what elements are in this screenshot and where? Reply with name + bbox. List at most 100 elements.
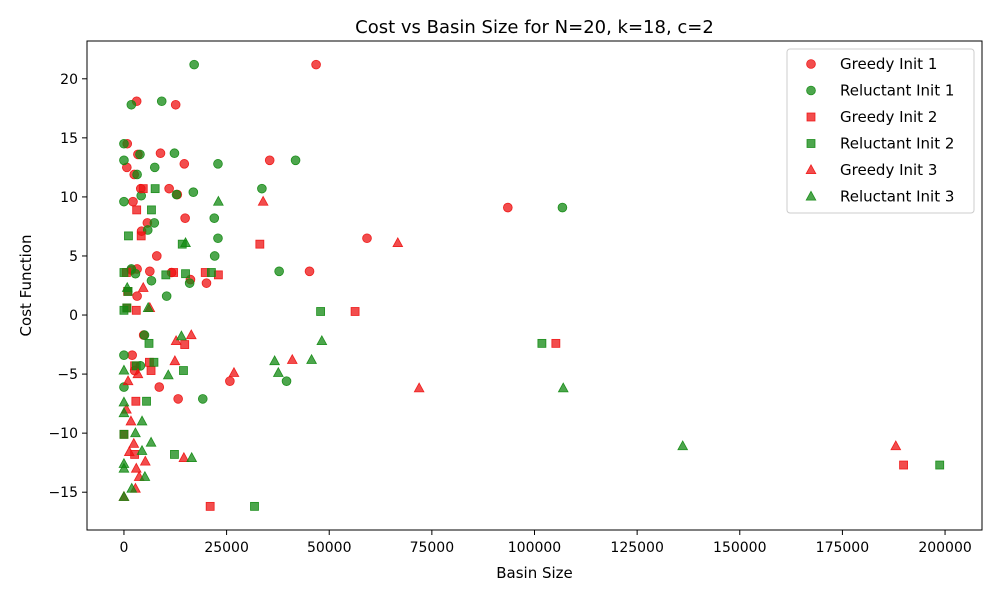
series-reluctant-init-3 bbox=[118, 195, 689, 501]
data-point bbox=[122, 375, 134, 386]
data-point bbox=[170, 450, 179, 459]
data-point bbox=[162, 369, 174, 380]
data-point bbox=[197, 394, 208, 404]
series-greedy-init-1 bbox=[122, 59, 513, 404]
data-point bbox=[274, 266, 284, 277]
data-point bbox=[132, 205, 142, 215]
data-point bbox=[201, 278, 212, 288]
data-point bbox=[121, 281, 133, 292]
data-point bbox=[119, 268, 129, 277]
legend-marker bbox=[805, 190, 817, 201]
data-point bbox=[161, 291, 172, 301]
x-tick-label: 200000 bbox=[918, 540, 971, 556]
data-point bbox=[269, 355, 281, 366]
data-point bbox=[169, 355, 181, 366]
legend-entry-label: Greedy Init 2 bbox=[840, 108, 937, 126]
data-point bbox=[169, 268, 179, 277]
data-point bbox=[213, 159, 223, 169]
data-point bbox=[156, 96, 167, 107]
data-point bbox=[180, 340, 190, 349]
series-reluctant-init-2 bbox=[119, 184, 945, 511]
y-tick-label: −15 bbox=[48, 485, 78, 501]
data-point bbox=[213, 233, 223, 244]
data-point bbox=[139, 470, 151, 481]
data-point bbox=[149, 162, 160, 173]
legend: Greedy Init 1 Reluctant Init 1 Greedy Init… bbox=[786, 48, 975, 214]
data-point bbox=[130, 462, 142, 473]
data-point bbox=[189, 59, 199, 70]
data-point bbox=[136, 415, 148, 426]
data-point bbox=[136, 444, 148, 455]
data-point bbox=[132, 291, 142, 301]
data-point bbox=[257, 183, 267, 194]
data-point bbox=[119, 429, 129, 439]
data-point bbox=[128, 196, 138, 207]
data-point bbox=[180, 236, 192, 247]
legend-marker bbox=[806, 112, 816, 122]
data-point bbox=[138, 184, 148, 194]
data-point bbox=[119, 305, 129, 315]
data-point bbox=[178, 451, 190, 462]
data-point bbox=[311, 59, 321, 70]
data-point bbox=[304, 266, 315, 277]
x-tick-label: 150000 bbox=[713, 540, 766, 556]
x-tick-label: 175000 bbox=[816, 540, 869, 556]
data-point bbox=[206, 268, 216, 277]
data-point bbox=[186, 451, 198, 462]
legend-marker bbox=[806, 59, 816, 69]
data-point bbox=[557, 382, 569, 393]
data-point bbox=[557, 202, 568, 213]
data-point bbox=[131, 361, 141, 371]
data-point bbox=[179, 366, 188, 375]
data-point bbox=[899, 460, 908, 470]
data-point bbox=[188, 187, 199, 197]
data-point bbox=[169, 148, 180, 159]
data-point bbox=[119, 138, 129, 149]
data-point bbox=[184, 278, 195, 288]
data-point bbox=[119, 350, 129, 360]
data-point bbox=[119, 196, 129, 207]
y-tick-label: −10 bbox=[48, 426, 78, 442]
data-point bbox=[144, 338, 154, 348]
legend-entry-label: Reluctant Init 1 bbox=[840, 82, 954, 100]
data-point bbox=[175, 330, 187, 341]
legend-marker bbox=[806, 139, 816, 148]
y-axis: −15 −10 −5 0 5 10 15 20 bbox=[48, 72, 87, 501]
data-point bbox=[145, 266, 155, 277]
data-point bbox=[118, 407, 130, 418]
data-point bbox=[130, 268, 141, 279]
data-point bbox=[537, 338, 547, 348]
data-point bbox=[155, 148, 166, 159]
data-markers bbox=[118, 59, 945, 511]
y-tick-label: 5 bbox=[69, 249, 78, 265]
data-point bbox=[118, 462, 130, 473]
data-point bbox=[228, 366, 240, 377]
data-point bbox=[209, 213, 220, 223]
data-point bbox=[170, 99, 181, 110]
data-point bbox=[150, 184, 160, 194]
legend-marker bbox=[806, 85, 816, 96]
x-axis-label: Basin Size bbox=[496, 564, 573, 582]
data-point bbox=[935, 460, 945, 470]
x-tick-label: 100000 bbox=[508, 540, 561, 556]
legend-entry-label: Greedy Init 1 bbox=[840, 55, 937, 73]
data-point bbox=[136, 231, 146, 241]
data-point bbox=[118, 490, 130, 501]
data-point bbox=[316, 334, 328, 346]
data-point bbox=[124, 231, 133, 241]
data-point bbox=[131, 305, 141, 315]
x-tick-label: 0 bbox=[119, 540, 128, 556]
chart-title: Cost vs Basin Size for N=20, k=18, c=2 bbox=[355, 17, 714, 38]
y-tick-label: 15 bbox=[60, 131, 78, 147]
data-point bbox=[126, 482, 138, 493]
data-point bbox=[255, 239, 265, 249]
y-tick-label: 0 bbox=[69, 308, 78, 324]
data-point bbox=[161, 270, 171, 280]
data-point bbox=[142, 396, 151, 406]
data-point bbox=[137, 281, 149, 292]
data-point bbox=[119, 155, 129, 166]
data-point bbox=[164, 183, 174, 194]
data-point bbox=[142, 301, 154, 312]
data-point bbox=[392, 236, 404, 247]
